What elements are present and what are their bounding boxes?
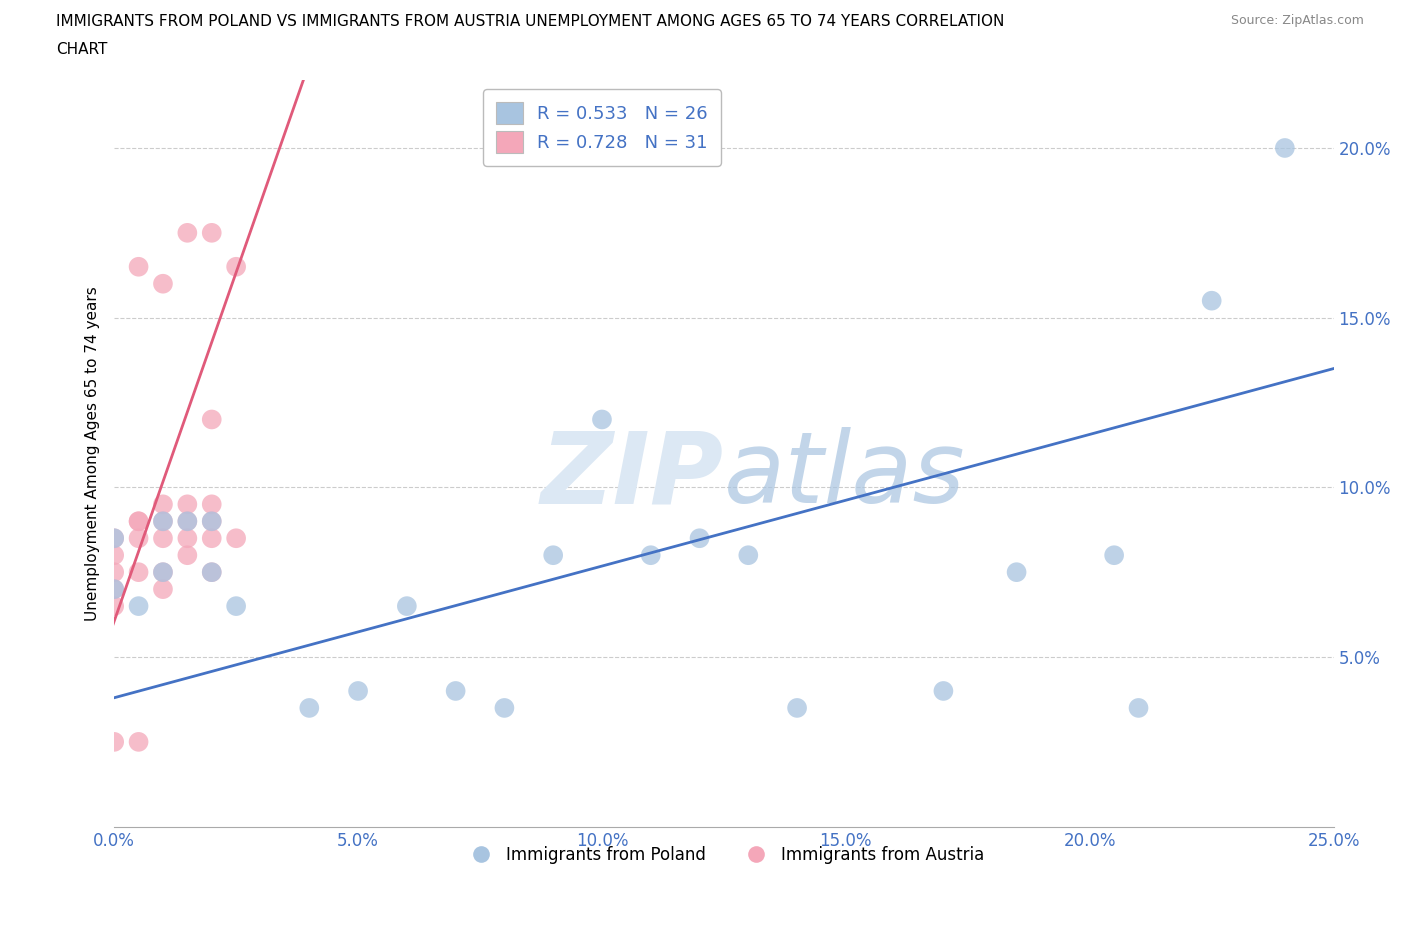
Point	[689, 531, 711, 546]
Y-axis label: Unemployment Among Ages 65 to 74 years: Unemployment Among Ages 65 to 74 years	[86, 286, 100, 621]
Point	[176, 548, 198, 563]
Point	[225, 259, 247, 274]
Point	[152, 531, 174, 546]
Point	[176, 514, 198, 529]
Point	[152, 565, 174, 579]
Point	[152, 581, 174, 596]
Point	[128, 565, 150, 579]
Point	[128, 514, 150, 529]
Point	[786, 700, 808, 715]
Point	[737, 548, 759, 563]
Point	[103, 531, 125, 546]
Legend: Immigrants from Poland, Immigrants from Austria: Immigrants from Poland, Immigrants from …	[457, 839, 990, 870]
Text: IMMIGRANTS FROM POLAND VS IMMIGRANTS FROM AUSTRIA UNEMPLOYMENT AMONG AGES 65 TO : IMMIGRANTS FROM POLAND VS IMMIGRANTS FRO…	[56, 14, 1005, 29]
Point	[152, 276, 174, 291]
Text: CHART: CHART	[56, 42, 108, 57]
Text: ZIP: ZIP	[541, 427, 724, 525]
Point	[640, 548, 662, 563]
Point	[541, 548, 564, 563]
Text: Source: ZipAtlas.com: Source: ZipAtlas.com	[1230, 14, 1364, 27]
Point	[176, 497, 198, 512]
Point	[201, 514, 224, 529]
Point	[152, 497, 174, 512]
Point	[152, 514, 174, 529]
Point	[201, 514, 224, 529]
Point	[128, 259, 150, 274]
Point	[298, 700, 321, 715]
Point	[103, 735, 125, 750]
Point	[128, 514, 150, 529]
Point	[201, 412, 224, 427]
Point	[1128, 700, 1150, 715]
Point	[176, 531, 198, 546]
Point	[494, 700, 516, 715]
Point	[128, 531, 150, 546]
Point	[591, 412, 613, 427]
Point	[103, 565, 125, 579]
Point	[1274, 140, 1296, 155]
Point	[1102, 548, 1125, 563]
Point	[152, 514, 174, 529]
Point	[395, 599, 418, 614]
Point	[1201, 293, 1223, 308]
Point	[103, 599, 125, 614]
Point	[176, 225, 198, 240]
Point	[1005, 565, 1028, 579]
Point	[225, 531, 247, 546]
Point	[152, 565, 174, 579]
Point	[201, 497, 224, 512]
Point	[176, 514, 198, 529]
Point	[103, 581, 125, 596]
Point	[128, 599, 150, 614]
Point	[201, 565, 224, 579]
Point	[201, 565, 224, 579]
Point	[103, 548, 125, 563]
Point	[932, 684, 955, 698]
Point	[225, 599, 247, 614]
Point	[347, 684, 370, 698]
Point	[201, 225, 224, 240]
Point	[103, 531, 125, 546]
Point	[128, 735, 150, 750]
Point	[103, 581, 125, 596]
Text: atlas: atlas	[724, 427, 966, 525]
Point	[201, 531, 224, 546]
Point	[444, 684, 467, 698]
